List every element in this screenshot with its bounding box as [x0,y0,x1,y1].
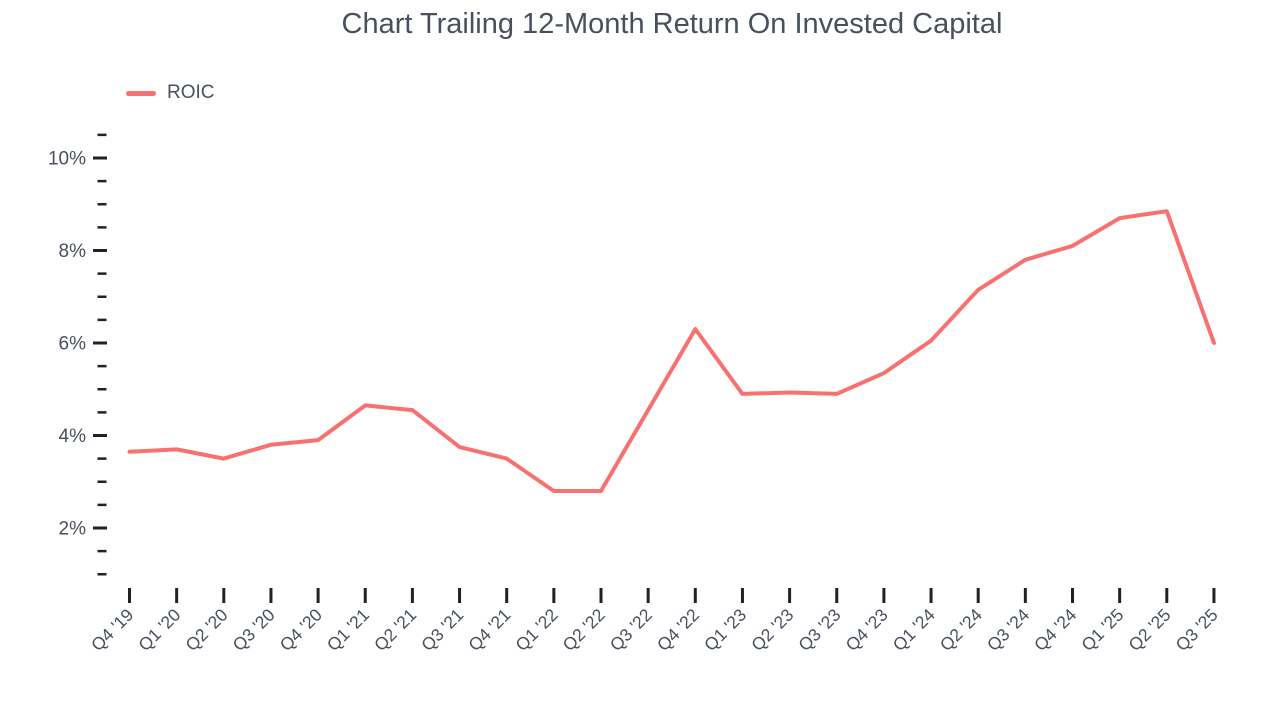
y-tick-label: 10% [48,149,86,170]
x-tick-label: Q2 '21 [370,605,420,655]
x-tick-label: Q4 '21 [464,605,514,655]
x-tick-label: Q3 '24 [983,604,1033,654]
legend: ROIC [126,82,215,104]
x-tick-label: Q1 '21 [323,605,373,655]
x-tick-label: Q4 '23 [842,605,892,655]
roic-legend-swatch [126,90,156,96]
x-tick-label: Q1 '25 [1077,605,1127,655]
x-tick-label: Q3 '20 [229,604,279,654]
x-tick-label: Q1 '23 [700,605,750,655]
x-tick-label: Q3 '25 [1172,605,1222,655]
x-tick-label: Q4 '22 [653,605,703,655]
x-tick-label: Q1 '22 [511,605,561,655]
x-tick-label: Q4 '20 [276,604,326,654]
x-tick-label: Q2 '25 [1124,605,1174,655]
x-tick-label: Q3 '23 [794,605,844,655]
x-tick-label: Q2 '23 [747,605,797,655]
y-tick-label: 8% [59,241,87,262]
x-tick-label: Q4 '24 [1030,604,1080,654]
x-tick-label: Q3 '21 [417,605,467,655]
y-tick-label: 6% [59,334,87,355]
roic-series-line [127,209,1216,493]
roic-legend-label: ROIC [167,82,215,103]
x-tick-label: Q2 '20 [181,604,231,654]
x-tick-label: Q3 '22 [606,605,656,655]
x-tick-label: Q4 '19 [87,605,137,655]
x-tick-label: Q1 '24 [889,604,939,654]
y-tick-label: 4% [59,426,87,447]
chart-title: Chart Trailing 12-Month Return On Invest… [341,8,1003,40]
y-tick-label: 2% [59,519,87,540]
x-tick-label: Q1 '20 [134,604,184,654]
x-tick-label: Q2 '22 [559,605,609,655]
x-tick-label: Q2 '24 [936,604,986,654]
